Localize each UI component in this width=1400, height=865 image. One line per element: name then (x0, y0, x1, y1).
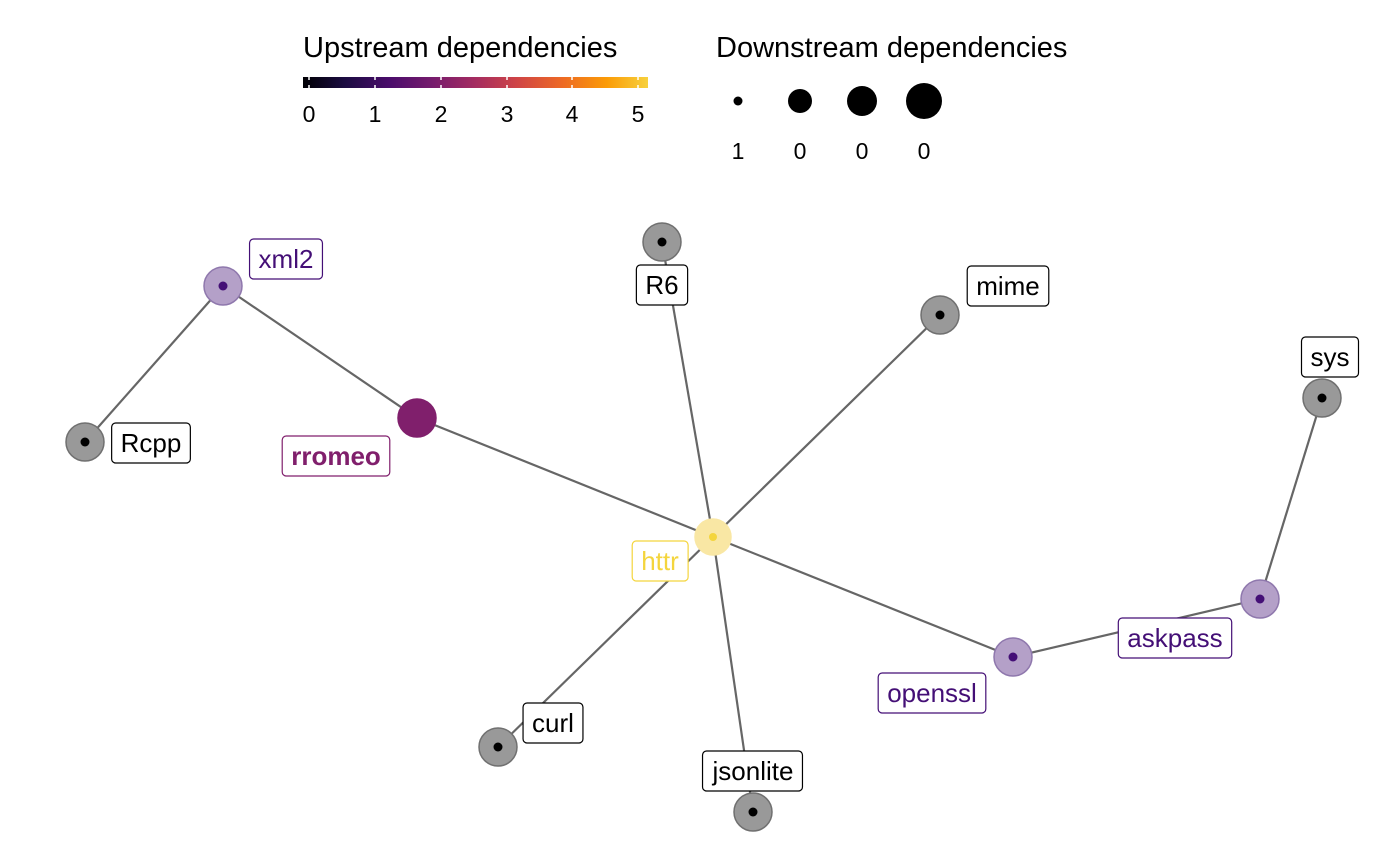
node-center-dot-sys (1317, 393, 1327, 403)
node-label-frame-xml2 (248, 238, 324, 280)
node-Rcpp (65, 422, 105, 462)
node-label-box-jsonlite: jsonlite (701, 750, 804, 792)
node-label-box-openssl: openssl (877, 672, 987, 714)
node-label-box-rromeo: rromeo (281, 435, 391, 477)
node-label-httr: httr (641, 546, 679, 576)
node-label-box-Rcpp: Rcpp (111, 422, 191, 464)
node-center-dot-openssl (1008, 652, 1018, 662)
downstream-tick-2: 0 (794, 138, 807, 164)
node-label-mime: mime (976, 271, 1040, 301)
upstream-tick-5: 5 (632, 101, 645, 127)
downstream-legend-title: Downstream dependencies (716, 32, 1067, 64)
edge-xml2-to-Rcpp (86, 285, 224, 440)
node-jsonlite (733, 792, 773, 832)
edge-httr-to-mime (712, 317, 938, 538)
node-center-dot-xml2 (218, 281, 228, 291)
upstream-tick-4: 4 (566, 101, 579, 127)
node-label-frame-openssl (877, 672, 987, 714)
node-label-frame-askpass (1117, 617, 1233, 659)
upstream-tick-2: 2 (435, 101, 448, 127)
node-label-frame-sys (1300, 336, 1360, 378)
node-label-box-curl: curl (522, 702, 584, 744)
node-label-frame-Rcpp (111, 422, 191, 464)
node-label-box-sys: sys (1300, 336, 1360, 378)
downstream-tick-3: 0 (856, 138, 869, 164)
node-label-box-mime: mime (966, 265, 1050, 307)
node-layer (65, 222, 1342, 832)
upstream-colorbar-ticks (308, 77, 639, 88)
node-sys (1302, 378, 1342, 418)
node-label-jsonlite: jsonlite (712, 756, 794, 786)
upstream-tick-3: 3 (501, 101, 514, 127)
node-center-dot-curl (493, 742, 503, 752)
node-label-box-R6: R6 (635, 264, 689, 306)
upstream-tick-1: 1 (369, 101, 382, 127)
node-circle-rromeo (397, 398, 437, 438)
node-label-R6: R6 (645, 270, 678, 300)
downstream-size-key-4 (906, 83, 942, 119)
node-httr (694, 518, 732, 556)
node-curl (478, 727, 518, 767)
label-layer: httr rromeo xml2 Rcpp R6 mime sys askpass openss… (111, 238, 1360, 792)
node-center-dot-httr (709, 533, 717, 541)
node-center-dot-R6 (657, 237, 667, 247)
node-R6 (642, 222, 682, 262)
node-label-frame-R6 (635, 264, 689, 306)
downstream-size-key-3 (847, 86, 877, 116)
downstream-tick-4: 0 (918, 138, 931, 164)
upstream-legend: Upstream dependencies 0 1 2 3 4 5 (303, 32, 648, 127)
upstream-legend-title: Upstream dependencies (303, 32, 617, 64)
upstream-tick-0: 0 (303, 101, 316, 127)
node-label-rromeo: rromeo (291, 441, 381, 471)
node-label-box-xml2: xml2 (248, 238, 324, 280)
node-mime (920, 295, 960, 335)
edge-rromeo-to-httr (416, 416, 711, 537)
node-center-dot-mime (935, 310, 945, 320)
node-center-dot-Rcpp (80, 437, 90, 447)
edge-layer (86, 244, 1323, 810)
node-askpass (1240, 579, 1280, 619)
node-label-frame-rromeo (281, 435, 391, 477)
upstream-colorbar (303, 77, 648, 88)
node-openssl (993, 637, 1033, 677)
edge-rromeo-to-xml2 (225, 287, 418, 419)
node-label-frame-curl (522, 702, 584, 744)
node-label-frame-jsonlite (701, 750, 804, 792)
node-label-askpass: askpass (1127, 623, 1222, 653)
node-label-Rcpp: Rcpp (121, 428, 182, 458)
node-label-sys: sys (1311, 342, 1350, 372)
downstream-tick-1: 1 (732, 138, 745, 164)
edge-httr-to-openssl (712, 535, 1011, 657)
node-center-dot-askpass (1255, 594, 1265, 604)
node-label-frame-mime (966, 265, 1050, 307)
node-label-curl: curl (532, 708, 574, 738)
node-rromeo (397, 398, 437, 438)
node-label-box-httr: httr (631, 540, 689, 582)
node-center-dot-jsonlite (748, 807, 758, 817)
node-label-box-askpass: askpass (1117, 617, 1233, 659)
downstream-legend: Downstream dependencies 1 0 0 0 (716, 32, 1067, 164)
node-xml2 (203, 266, 243, 306)
node-label-frame-httr (631, 540, 689, 582)
node-label-openssl: openssl (887, 678, 977, 708)
downstream-size-key-1 (733, 96, 743, 106)
node-label-xml2: xml2 (259, 244, 314, 274)
downstream-size-key-2 (788, 89, 812, 113)
edge-askpass-to-sys (1258, 400, 1323, 600)
